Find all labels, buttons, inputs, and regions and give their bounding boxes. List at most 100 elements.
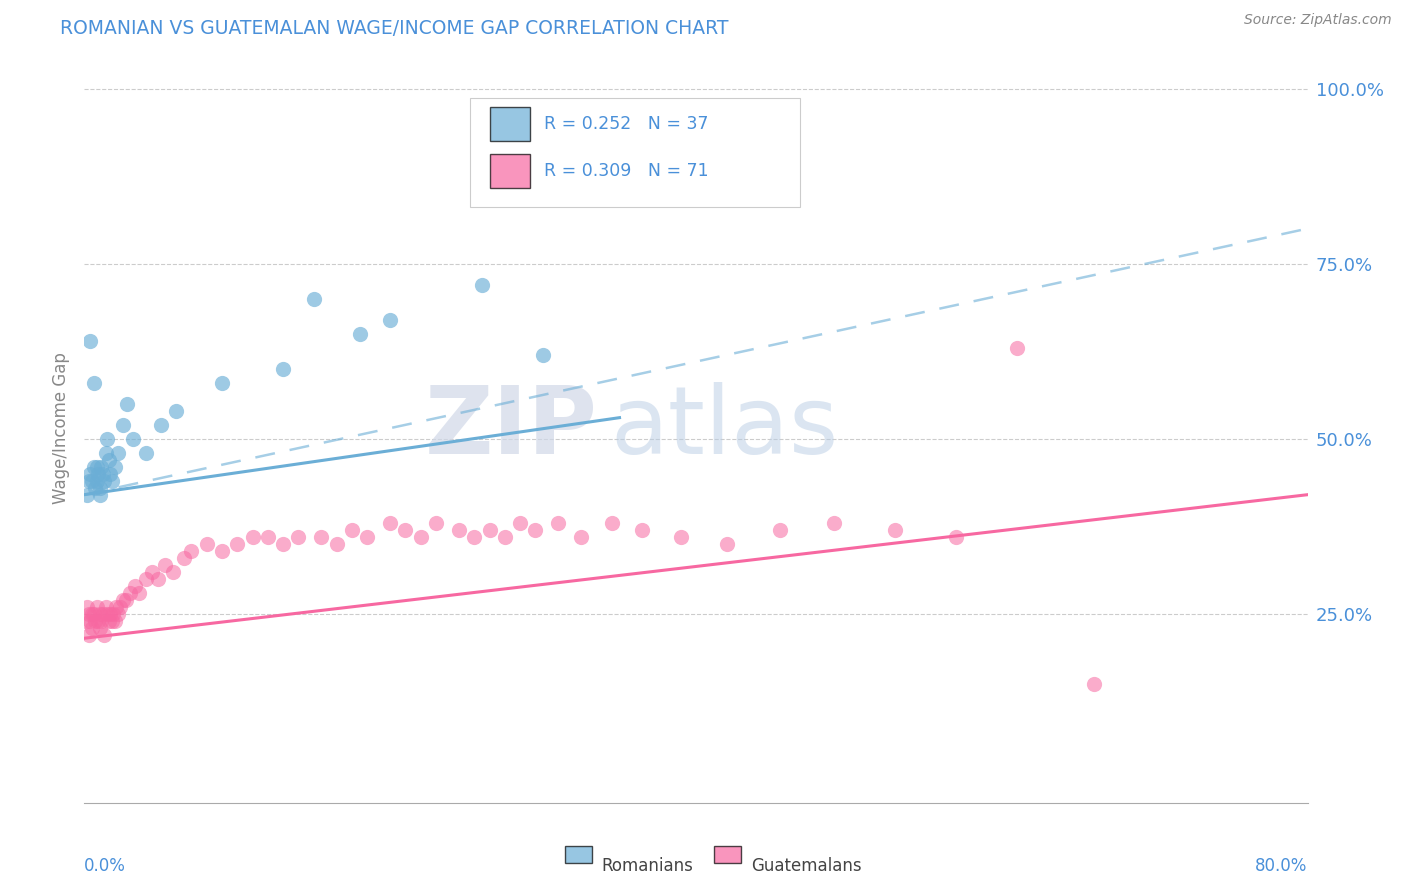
Point — [271, 537, 294, 551]
Point — [409, 530, 432, 544]
Point — [211, 543, 233, 558]
Point — [77, 628, 100, 642]
Point — [124, 579, 146, 593]
Point — [257, 530, 280, 544]
Point — [141, 565, 163, 579]
Point — [162, 565, 184, 579]
Text: Source: ZipAtlas.com: Source: ZipAtlas.com — [1244, 13, 1392, 28]
Point — [463, 530, 485, 544]
Point — [80, 621, 103, 635]
Point — [340, 523, 363, 537]
Point — [89, 481, 111, 495]
Point — [77, 607, 100, 621]
Point — [114, 592, 136, 607]
Point — [93, 474, 115, 488]
Point — [93, 628, 115, 642]
Point — [823, 516, 845, 530]
Point — [494, 530, 516, 544]
Point — [103, 607, 125, 621]
Point — [325, 537, 347, 551]
Point — [1005, 341, 1028, 355]
Point — [107, 445, 129, 459]
Point — [180, 543, 202, 558]
Point — [79, 467, 101, 481]
Point — [105, 599, 128, 614]
Point — [94, 445, 117, 459]
Point — [90, 459, 112, 474]
Point — [349, 326, 371, 341]
Point — [302, 292, 325, 306]
Point — [84, 481, 107, 495]
Point — [84, 614, 107, 628]
Point — [86, 459, 108, 474]
Text: 0.0%: 0.0% — [84, 856, 127, 875]
Point — [80, 474, 103, 488]
Point — [380, 516, 402, 530]
Point — [96, 607, 118, 621]
Point — [945, 530, 967, 544]
Point — [356, 530, 378, 544]
Text: 80.0%: 80.0% — [1256, 856, 1308, 875]
Point — [165, 403, 187, 417]
Point — [155, 558, 177, 572]
Point — [135, 445, 157, 459]
Point — [242, 530, 264, 544]
Point — [79, 614, 101, 628]
Point — [97, 614, 120, 628]
Point — [104, 614, 127, 628]
Point — [311, 530, 333, 544]
Point — [149, 417, 172, 432]
Point — [716, 537, 738, 551]
Point — [120, 585, 142, 599]
Point — [146, 572, 169, 586]
Point — [98, 467, 121, 481]
Point — [547, 516, 569, 530]
Point — [115, 397, 138, 411]
Point — [226, 537, 249, 551]
Point — [87, 467, 110, 481]
Point — [83, 376, 105, 390]
Text: Romanians: Romanians — [602, 856, 693, 875]
Point — [96, 432, 118, 446]
Point — [83, 607, 105, 621]
Point — [107, 607, 129, 621]
Point — [447, 523, 470, 537]
Text: R = 0.252   N = 37: R = 0.252 N = 37 — [544, 115, 709, 133]
Point — [97, 452, 120, 467]
Point — [600, 516, 623, 530]
Point — [524, 523, 547, 537]
Point — [89, 621, 111, 635]
Point — [128, 585, 150, 599]
Point — [425, 516, 447, 530]
Point — [769, 523, 792, 537]
Point — [79, 334, 101, 348]
Point — [394, 523, 416, 537]
Text: R = 0.309   N = 71: R = 0.309 N = 71 — [544, 162, 709, 180]
Text: ROMANIAN VS GUATEMALAN WAGE/INCOME GAP CORRELATION CHART: ROMANIAN VS GUATEMALAN WAGE/INCOME GAP C… — [60, 19, 728, 38]
Point — [111, 417, 134, 432]
Point — [104, 459, 127, 474]
Point — [89, 607, 111, 621]
Point — [83, 459, 105, 474]
FancyBboxPatch shape — [470, 98, 800, 207]
Point — [638, 186, 661, 201]
Point — [101, 614, 124, 628]
Point — [76, 488, 98, 502]
Point — [478, 523, 501, 537]
Point — [111, 592, 134, 607]
Point — [135, 572, 157, 586]
Point — [380, 312, 402, 326]
FancyBboxPatch shape — [714, 847, 741, 863]
Point — [89, 488, 111, 502]
Point — [86, 474, 108, 488]
Point — [1083, 677, 1105, 691]
Point — [122, 432, 145, 446]
Text: atlas: atlas — [610, 382, 838, 475]
FancyBboxPatch shape — [491, 154, 530, 188]
Point — [80, 607, 103, 621]
Point — [211, 376, 233, 390]
Point — [271, 361, 294, 376]
Point — [287, 530, 309, 544]
Point — [98, 607, 121, 621]
Point — [108, 599, 131, 614]
